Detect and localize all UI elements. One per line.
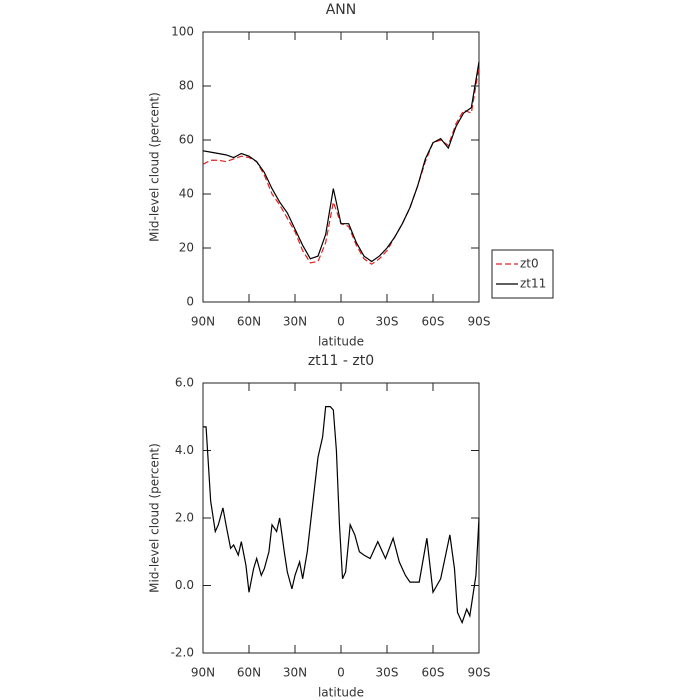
plot-frame [202,382,480,654]
x-tick-label: 0 [337,666,345,680]
x-tick-label: 90S [468,315,491,329]
x-tick-label: 30S [376,315,399,329]
x-tick-label: 60S [422,315,445,329]
plot-frame [202,31,480,303]
legend-label: zt11 [520,277,546,291]
y-tick-label: 6.0 [175,376,194,390]
x-axis-label: latitude [318,686,364,700]
chart-title: zt11 - zt0 [308,353,374,369]
y-tick-label: 60 [179,133,194,147]
x-tick-label: 90N [191,315,215,329]
y-axis-label: Mid-level cloud (percent) [148,92,162,242]
x-tick-label: 60S [422,666,445,680]
x-axis-label: latitude [318,335,364,349]
y-tick-label: 80 [179,79,194,93]
y-tick-label: 0.0 [175,578,194,592]
data-line [203,406,480,625]
x-tick-label: 30N [283,315,307,329]
chart-title: ANN [326,2,357,18]
y-tick-label: 40 [179,187,194,201]
x-tick-label: 90N [191,666,215,680]
x-tick-label: 0 [337,315,345,329]
y-tick-label: 100 [171,25,194,39]
y-tick-label: 20 [179,241,194,255]
y-axis-label: Mid-level cloud (percent) [148,443,162,593]
x-tick-label: 30N [283,666,307,680]
legend-box [491,249,554,299]
data-line [202,67,480,265]
legend-label: zt0 [520,257,539,271]
x-tick-label: 90S [468,666,491,680]
data-line [202,61,480,263]
x-tick-label: 30S [376,666,399,680]
y-tick-label: -2.0 [171,646,194,660]
y-tick-label: 4.0 [175,443,194,457]
y-tick-label: 0 [186,295,194,309]
y-tick-label: 2.0 [175,511,194,525]
x-tick-label: 60N [237,315,261,329]
x-tick-label: 60N [237,666,261,680]
